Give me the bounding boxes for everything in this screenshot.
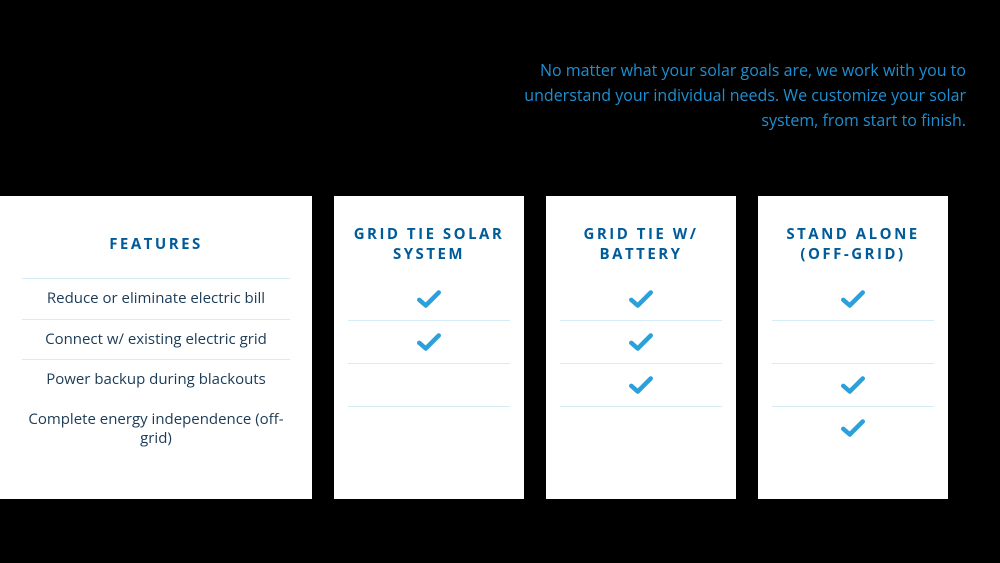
check-cell [560, 364, 722, 406]
check-icon [840, 288, 866, 310]
system-card-grid-tie-battery: GRID TIE W/ BATTERY [546, 196, 736, 499]
feature-row: Complete energy independence (off-grid) [22, 400, 290, 459]
check-cell [772, 321, 934, 363]
check-icon [416, 331, 442, 353]
check-cell [560, 407, 722, 449]
empty-cell [416, 417, 442, 439]
check-cell [772, 364, 934, 406]
empty-cell [840, 331, 866, 353]
check-cell [348, 321, 510, 363]
comparison-table: FEATURES Reduce or eliminate electric bi… [0, 196, 1000, 499]
check-icon [628, 288, 654, 310]
check-cell [772, 278, 934, 320]
check-cell [772, 407, 934, 449]
system-heading: STAND ALONE (OFF-GRID) [772, 222, 934, 266]
empty-cell [628, 417, 654, 439]
check-icon [416, 288, 442, 310]
system-card-grid-tie: GRID TIE SOLAR SYSTEM [334, 196, 524, 499]
check-cell [348, 407, 510, 449]
check-cell [560, 321, 722, 363]
system-heading: GRID TIE W/ BATTERY [560, 222, 722, 266]
empty-cell [416, 374, 442, 396]
features-card: FEATURES Reduce or eliminate electric bi… [0, 196, 312, 499]
check-icon [628, 374, 654, 396]
check-icon [628, 331, 654, 353]
check-cell [348, 278, 510, 320]
features-heading: FEATURES [22, 222, 290, 266]
check-cell [348, 364, 510, 406]
feature-row: Reduce or eliminate electric bill [22, 279, 290, 319]
system-heading: GRID TIE SOLAR SYSTEM [348, 222, 510, 266]
intro-text: No matter what your solar goals are, we … [516, 58, 966, 132]
feature-row: Connect w/ existing electric grid [22, 320, 290, 360]
check-icon [840, 417, 866, 439]
check-icon [840, 374, 866, 396]
feature-row: Power backup during blackouts [22, 360, 290, 400]
system-card-stand-alone: STAND ALONE (OFF-GRID) [758, 196, 948, 499]
check-cell [560, 278, 722, 320]
